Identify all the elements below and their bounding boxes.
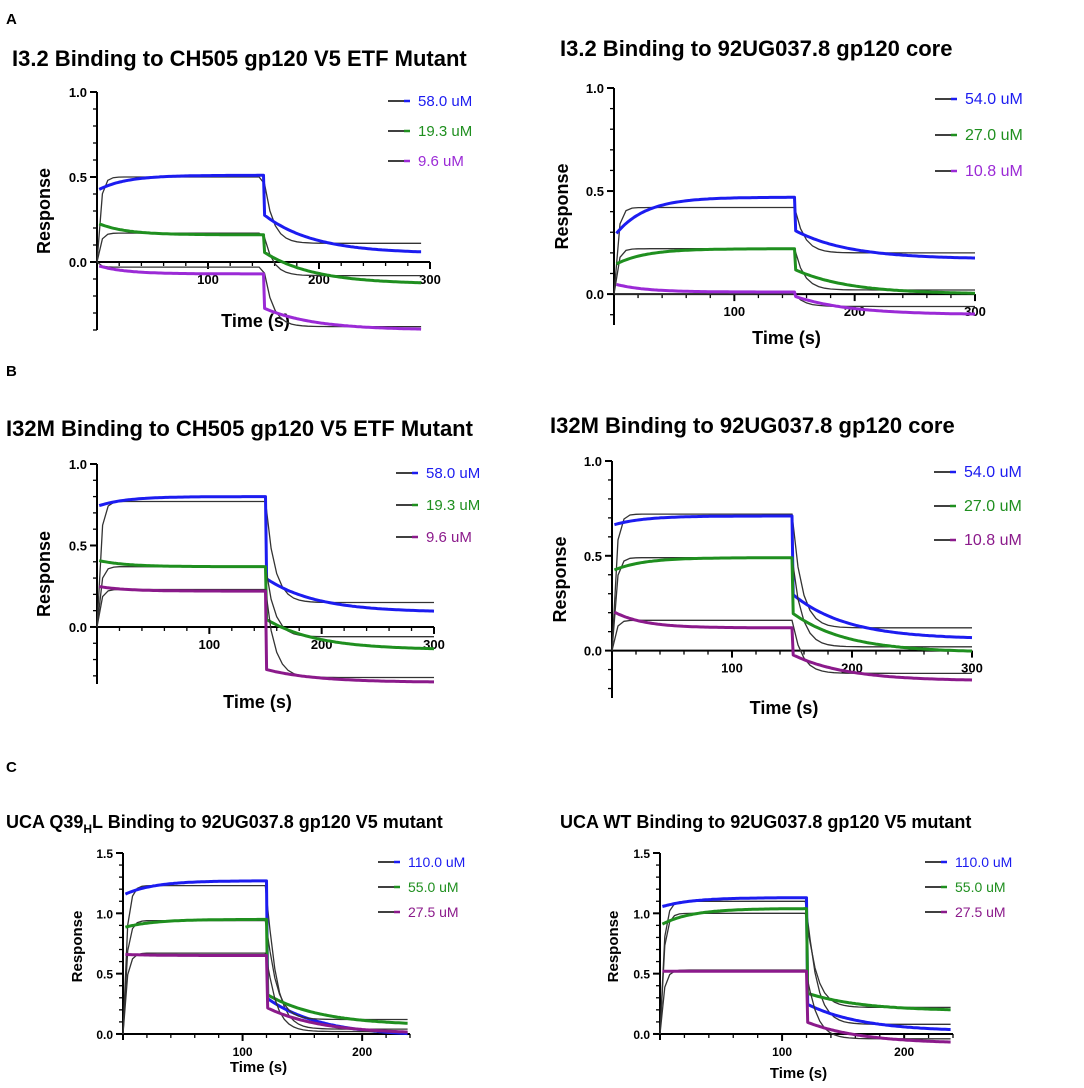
y-tick-label: 0.5: [584, 549, 602, 564]
series-line: [615, 195, 975, 260]
x-axis-label: Time (s): [223, 692, 292, 712]
y-tick-label: 0.0: [69, 255, 87, 270]
fit-curve: [611, 619, 972, 675]
chart-title: I32M Binding to CH505 gp120 V5 ETF Mutan…: [6, 416, 474, 441]
fit-curve: [611, 513, 972, 651]
legend-label: 19.3 uM: [418, 123, 472, 140]
legend-label: 55.0 uM: [955, 879, 1006, 895]
y-tick-label: 0.5: [586, 184, 604, 199]
panel-letter-b: B: [6, 363, 17, 380]
panel-letter-a: A: [6, 11, 17, 28]
y-tick-label: 0.5: [69, 538, 87, 553]
chart-title-part: UCA Q39: [6, 812, 83, 832]
legend-label: 27.5 uM: [408, 904, 459, 920]
series-line: [613, 556, 973, 653]
legend-label: 9.6 uM: [418, 153, 464, 170]
legend-label: 27.0 uM: [965, 127, 1023, 144]
y-tick-label: 1.0: [586, 81, 604, 96]
y-tick-label: 1.5: [96, 847, 113, 861]
legend-label: 54.0 uM: [965, 91, 1023, 108]
chart-title: UCA Q39HL Binding to 92UG037.8 gp120 V5 …: [6, 812, 443, 836]
chart-i32-ch505: I3.2 Binding to CH505 gp120 V5 ETF Mutan…: [12, 46, 472, 331]
y-tick-label: 1.0: [69, 457, 87, 472]
y-axis-label: Response: [552, 163, 572, 249]
legend-label: 110.0 uM: [955, 854, 1012, 870]
x-tick-label: 100: [198, 637, 220, 652]
legend-label: 9.6 uM: [426, 529, 472, 546]
y-tick-label: 1.0: [69, 85, 87, 100]
x-axis-label: Time (s): [230, 1059, 287, 1076]
y-tick-label: 0.0: [96, 1028, 113, 1042]
series-line: [98, 264, 422, 331]
legend-label: 19.3 uM: [426, 497, 480, 514]
series-line: [614, 514, 973, 640]
legend-label: 10.8 uM: [965, 163, 1023, 180]
legend-label: 55.0 uM: [408, 879, 459, 895]
series-line: [98, 222, 422, 285]
series-line: [661, 907, 951, 1012]
legend-label: 110.0 uM: [408, 854, 465, 870]
x-axis-label: Time (s): [752, 328, 821, 348]
y-axis-label: Response: [550, 536, 570, 622]
series-line: [98, 173, 422, 254]
legend-label: 27.5 uM: [955, 904, 1006, 920]
y-axis-label: Response: [69, 911, 86, 983]
series-line: [613, 610, 973, 682]
chart-i32-92ug037-core: I3.2 Binding to 92UG037.8 gp120 core 0.0 0…: [552, 36, 1023, 348]
chart-title: I3.2 Binding to 92UG037.8 gp120 core: [560, 36, 952, 61]
x-tick-label: 100: [721, 661, 743, 676]
legend-label: 54.0 uM: [964, 464, 1022, 481]
x-tick-label: 300: [419, 272, 441, 287]
y-axis-label: Response: [34, 531, 54, 617]
series-line: [616, 282, 975, 316]
x-tick-label: 100: [233, 1045, 253, 1059]
series-line: [98, 495, 435, 613]
chart-title-subscript: H: [83, 822, 92, 836]
y-tick-label: 0.0: [584, 644, 602, 659]
chart-uca-wt: UCA WT Binding to 92UG037.8 gp120 V5 mut…: [560, 812, 1012, 1082]
y-tick-label: 1.0: [633, 907, 650, 921]
y-tick-label: 0.5: [633, 968, 650, 982]
chart-title: I3.2 Binding to CH505 gp120 V5 ETF Mutan…: [12, 46, 467, 71]
y-tick-label: 1.0: [584, 454, 602, 469]
legend-label: 27.0 uM: [964, 498, 1022, 515]
chart-uca-q39hl: UCA Q39HL Binding to 92UG037.8 gp120 V5 …: [6, 812, 465, 1076]
panel-letter-c: C: [6, 759, 17, 776]
y-tick-label: 1.0: [96, 907, 113, 921]
fit-curve: [96, 232, 422, 277]
x-axis-label: Time (s): [750, 698, 819, 718]
x-axis-label: Time (s): [221, 311, 290, 331]
y-axis-label: Response: [34, 168, 54, 254]
y-tick-label: 0.0: [586, 287, 604, 302]
chart-title-part: L Binding to 92UG037.8 gp120 V5 mutant: [92, 812, 443, 832]
y-tick-label: 0.5: [69, 170, 87, 185]
legend-label: 10.8 uM: [964, 532, 1022, 549]
x-tick-label: 100: [197, 272, 219, 287]
series-line: [615, 247, 975, 295]
y-axis-label: Response: [605, 911, 622, 983]
x-tick-label: 100: [723, 304, 745, 319]
fit-curve: [122, 952, 408, 1035]
chart-title: UCA WT Binding to 92UG037.8 gp120 V5 mut…: [560, 812, 971, 832]
chart-i32m-92ug037-core: I32M Binding to 92UG037.8 gp120 core 0.0 0…: [550, 413, 1022, 718]
x-tick-label: 300: [961, 661, 983, 676]
chart-title: I32M Binding to 92UG037.8 gp120 core: [550, 413, 955, 438]
x-tick-label: 200: [894, 1045, 914, 1059]
legend-label: 58.0 uM: [418, 93, 472, 110]
y-tick-label: 0.0: [69, 620, 87, 635]
y-tick-label: 1.5: [633, 847, 650, 861]
chart-i32m-ch505: I32M Binding to CH505 gp120 V5 ETF Mutan…: [6, 416, 480, 712]
x-tick-label: 100: [772, 1045, 792, 1059]
y-tick-label: 0.5: [96, 968, 113, 982]
x-tick-label: 200: [352, 1045, 372, 1059]
series-line: [98, 585, 434, 684]
legend-label: 58.0 uM: [426, 465, 480, 482]
y-tick-label: 0.0: [633, 1028, 650, 1042]
x-axis-label: Time (s): [770, 1065, 827, 1082]
series-line: [662, 969, 951, 1044]
series-line: [125, 952, 408, 1034]
